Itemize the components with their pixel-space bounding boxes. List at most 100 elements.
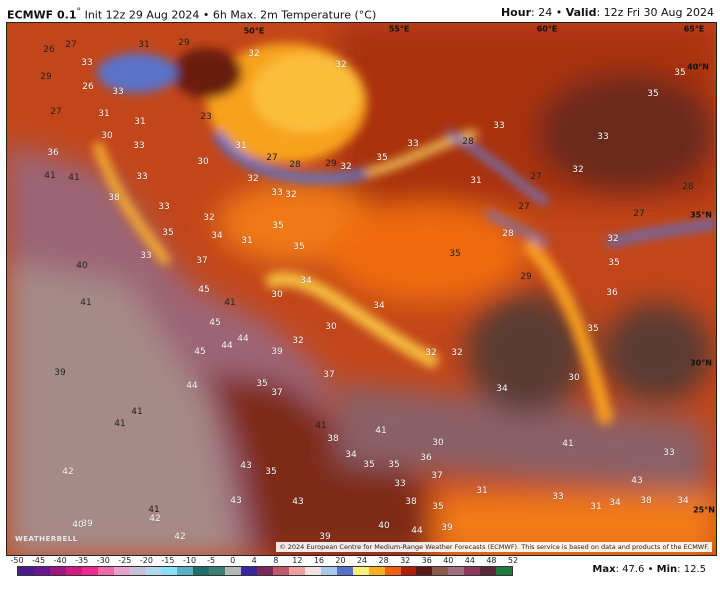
temperature-label: 34	[300, 276, 312, 286]
separator: •	[202, 8, 210, 22]
colorbar-tick-label: -25	[118, 556, 132, 565]
colorbar-swatch	[113, 567, 130, 575]
temperature-label: 37	[431, 471, 443, 481]
colorbar-swatch	[177, 567, 194, 575]
temperature-label: 28	[462, 137, 474, 147]
temperature-label: 32	[335, 60, 347, 70]
weatherbell-logo: WEATHERBELL	[15, 535, 78, 543]
colorbar-swatch	[161, 567, 178, 575]
map-title: ECMWF 0.1° Init 12z 29 Aug 2024 • 6h Max…	[7, 6, 376, 22]
temperature-label: 39	[319, 532, 331, 542]
temperature-label: 36	[606, 288, 618, 298]
colorbar-tick-label: 44	[464, 556, 475, 565]
colorbar-swatch	[129, 567, 146, 575]
max-label: Max	[592, 564, 616, 575]
temperature-label: 32	[247, 174, 259, 184]
min-value: : 12.5	[677, 564, 706, 575]
temperature-label: 31	[235, 141, 247, 151]
temperature-label: 27	[530, 172, 542, 182]
temperature-label: 35	[363, 460, 375, 470]
temperature-label: 37	[196, 256, 208, 266]
graticule-label: 35°N	[690, 210, 712, 220]
min-label: Min	[656, 564, 678, 575]
graticule-label: 50°E	[243, 26, 265, 36]
temperature-label: 37	[271, 388, 283, 398]
temperature-label: 38	[405, 497, 417, 507]
temperature-label: 32	[292, 336, 304, 346]
temperature-label: 34	[373, 301, 385, 311]
temperature-label: 41	[131, 407, 143, 417]
hour-label: Hour	[500, 6, 531, 19]
temperature-label: 40	[72, 520, 84, 530]
temperature-label: 32	[572, 165, 584, 175]
temperature-label: 41	[114, 419, 126, 429]
colorbar-tick-label: -45	[32, 556, 46, 565]
temperature-label: 33	[493, 121, 505, 131]
temperature-label: 29	[325, 159, 337, 169]
temperature-label: 30	[325, 322, 337, 332]
temperature-label: 44	[221, 341, 233, 351]
temperature-label: 35	[432, 502, 444, 512]
temperature-label: 45	[194, 347, 206, 357]
temperature-label: 35	[256, 379, 268, 389]
temperature-label: 38	[640, 496, 652, 506]
model-name: ECMWF 0.1	[7, 8, 77, 22]
temperature-label: 41	[375, 426, 387, 436]
temperature-label: 32	[340, 162, 352, 172]
temperature-label: 34	[609, 498, 621, 508]
graticule-label: 65°E	[683, 24, 705, 34]
temperature-label: 40	[76, 261, 88, 271]
init-time: Init 12z 29 Aug 2024	[84, 8, 200, 22]
colorbar-swatch	[352, 567, 369, 575]
temperature-map: 26 27 31 29 32 32 33 29 26 33 27 23 31 31 30 33 31 36 30 27…	[6, 22, 717, 556]
temperature-label: 39	[81, 519, 93, 529]
temperature-label: 32	[425, 348, 437, 358]
temperature-label: 38	[108, 193, 120, 203]
temperature-label: 35	[265, 467, 277, 477]
colorbar-tick-label: 8	[273, 556, 279, 565]
colorbar-swatch	[320, 567, 337, 575]
colorbar-tick-label: 28	[378, 556, 389, 565]
colorbar-tick-label: 48	[486, 556, 497, 565]
temperature-label: 34	[677, 496, 689, 506]
colorbar-swatch	[384, 567, 401, 575]
degree-mark: °	[76, 6, 82, 17]
temperature-label: 39	[441, 523, 453, 533]
colorbar-swatch	[193, 567, 210, 575]
colorbar-swatch	[432, 567, 449, 575]
temperature-field	[7, 23, 716, 555]
temperature-label: 33	[552, 492, 564, 502]
colorbar-tick-label: 16	[313, 556, 324, 565]
colorbar-swatch	[288, 567, 305, 575]
temperature-label: 33	[407, 139, 419, 149]
temperature-label: 30	[271, 290, 283, 300]
temperature-label: 40	[378, 521, 390, 531]
temperature-label: 31	[241, 236, 253, 246]
colorbar-tick-label: 12	[292, 556, 303, 565]
colorbar-swatch	[81, 567, 98, 575]
colorbar-swatch	[416, 567, 433, 575]
temperature-label: 38	[327, 434, 339, 444]
temperature-label: 33	[158, 202, 170, 212]
temperature-label: 33	[136, 172, 148, 182]
colorbar-tick-label: -35	[75, 556, 89, 565]
colorbar-swatch	[49, 567, 66, 575]
colorbar	[17, 566, 513, 576]
temperature-label: 30	[432, 438, 444, 448]
temperature-label: 32	[607, 234, 619, 244]
temperature-label: 35	[376, 153, 388, 163]
temperature-label: 31	[476, 486, 488, 496]
temperature-label: 35	[608, 258, 620, 268]
colorbar-tick-label: 20	[335, 556, 346, 565]
colorbar-tick-label: 40	[443, 556, 454, 565]
colorbar-swatch	[145, 567, 162, 575]
colorbar-tick-label: 36	[421, 556, 432, 565]
colorbar-swatch	[336, 567, 353, 575]
temperature-label: 30	[568, 373, 580, 383]
graticule-label: 30°N	[690, 358, 712, 368]
temperature-label: 31	[138, 40, 150, 50]
temperature-label: 43	[230, 496, 242, 506]
colorbar-swatch	[304, 567, 321, 575]
temperature-label: 43	[240, 461, 252, 471]
temperature-label: 43	[292, 497, 304, 507]
